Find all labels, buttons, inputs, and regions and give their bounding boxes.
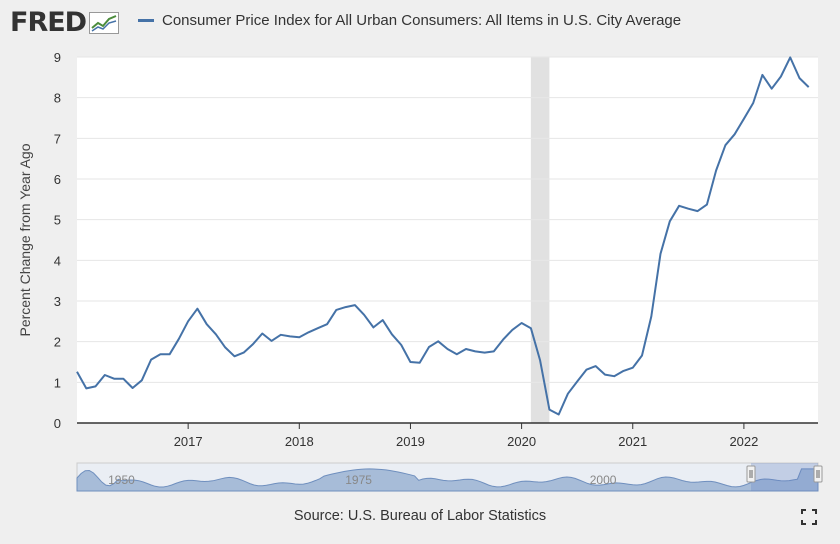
navigator-labels: 1950 1975 2000 (108, 473, 617, 487)
y-tick-label: 1 (54, 375, 61, 390)
y-tick-label: 6 (54, 172, 61, 187)
y-tick-label: 3 (54, 294, 61, 309)
y-tick-label: 0 (54, 416, 61, 431)
fullscreen-button[interactable] (800, 508, 818, 526)
fred-logo-text: FRED (10, 7, 87, 38)
y-tick-label: 5 (54, 213, 61, 228)
legend: Consumer Price Index for All Urban Consu… (138, 12, 681, 29)
y-axis-label: Percent Change from Year Ago (17, 143, 33, 336)
navigator-label: 2000 (590, 473, 617, 487)
fred-logo[interactable]: FRED (10, 7, 120, 38)
x-axis-ticks: 2017 2018 2019 2020 2021 2022 (174, 423, 758, 449)
x-tick-label: 2017 (174, 434, 203, 449)
navigator-selection[interactable] (751, 463, 818, 491)
y-tick-label: 4 (54, 253, 61, 268)
navigator-series-area (76, 468, 819, 492)
y-axis-ticks: 0 1 2 3 4 5 6 7 8 9 (54, 50, 61, 431)
x-tick-label: 2019 (396, 434, 425, 449)
x-tick-label: 2021 (618, 434, 647, 449)
y-tick-label: 8 (54, 91, 61, 106)
y-tick-label: 7 (54, 131, 61, 146)
legend-label: Consumer Price Index for All Urban Consu… (162, 12, 682, 29)
legend-swatch (138, 19, 154, 22)
navigator-label: 1950 (108, 473, 135, 487)
y-tick-label: 9 (54, 50, 61, 65)
series-layer[interactable] (76, 56, 810, 416)
y-tick-label: 2 (54, 335, 61, 350)
x-tick-label: 2020 (507, 434, 536, 449)
plot-area (77, 57, 818, 423)
fred-graph-icon (89, 12, 120, 34)
navigator[interactable]: 1950 1975 2000 (76, 462, 823, 492)
navigator-handle-left[interactable] (746, 465, 756, 483)
chart-header: FRED Consumer Price Index for All Urban … (0, 0, 840, 46)
x-tick-label: 2022 (729, 434, 758, 449)
recession-shading-layer (530, 57, 550, 423)
navigator-label: 1975 (345, 473, 372, 487)
x-tick-label: 2018 (285, 434, 314, 449)
chart[interactable]: 0 1 2 3 4 5 6 7 8 9 2017 2018 2019 2020 2021 2022 Perc… (0, 0, 840, 500)
recession-band (530, 57, 550, 423)
fullscreen-icon (801, 509, 817, 525)
navigator-handle-right[interactable] (813, 465, 823, 483)
gridlines (77, 56, 818, 383)
source-note: Source: U.S. Bureau of Labor Statistics (293, 508, 547, 524)
series-line[interactable] (76, 56, 810, 416)
